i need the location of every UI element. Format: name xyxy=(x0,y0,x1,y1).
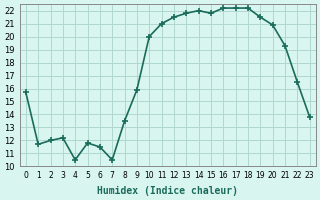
X-axis label: Humidex (Indice chaleur): Humidex (Indice chaleur) xyxy=(97,186,238,196)
